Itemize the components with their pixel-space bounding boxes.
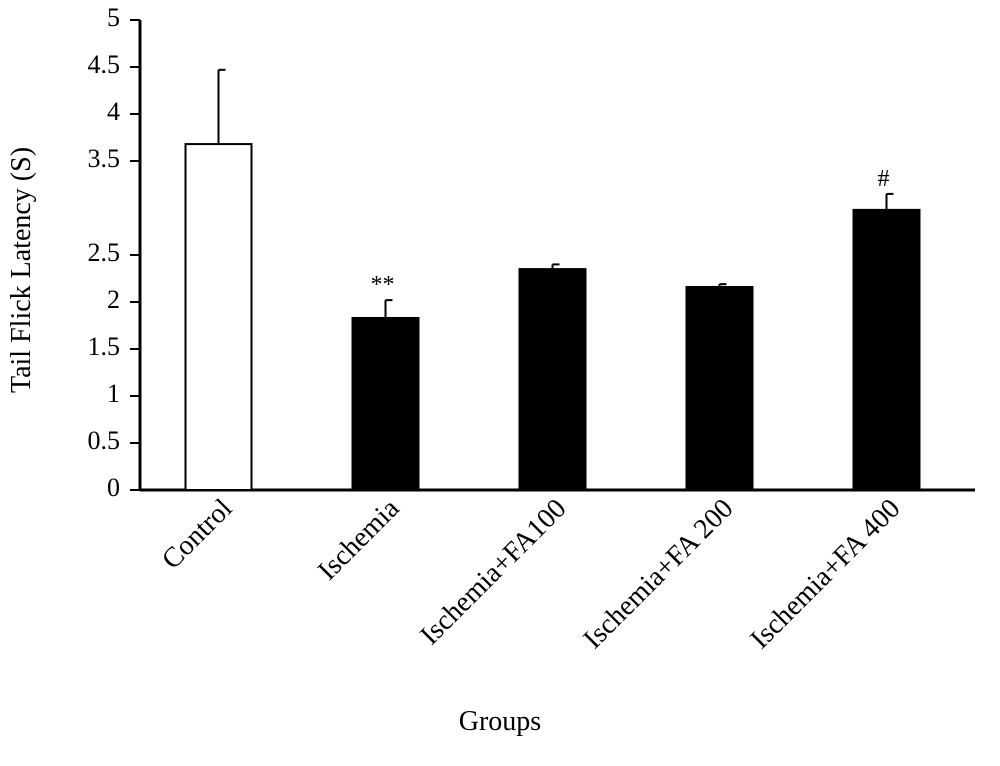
y-tick-label: 5 <box>107 3 120 32</box>
bar <box>852 208 921 491</box>
y-tick-label: 1 <box>107 379 120 408</box>
x-tick-label: Control <box>156 493 239 576</box>
x-tick-label: Ischemia+FA 400 <box>745 493 907 655</box>
bar <box>685 285 754 491</box>
y-tick-label: 4 <box>107 97 120 126</box>
x-tick-label: Ischemia+FA100 <box>414 493 572 651</box>
annotation: ** <box>371 272 395 298</box>
annotation: # <box>878 166 890 192</box>
y-tick-label: 1.5 <box>88 332 121 361</box>
x-tick-label: Ischemia <box>312 493 406 587</box>
bar <box>184 143 253 492</box>
x-tick-label: Ischemia+FA 200 <box>578 493 740 655</box>
y-axis-label: Tail Flick Latency (S) <box>6 147 37 393</box>
y-tick-label: 4.5 <box>88 50 121 79</box>
y-tick-label: 0.5 <box>88 426 121 455</box>
y-tick-label: 3.5 <box>88 144 121 173</box>
y-tick-label: 0 <box>107 473 120 502</box>
bar <box>518 268 587 491</box>
bar <box>351 316 420 492</box>
y-tick-label: 2.5 <box>88 238 121 267</box>
x-axis-label: Groups <box>459 706 541 737</box>
y-tick-label: 2 <box>107 285 120 314</box>
